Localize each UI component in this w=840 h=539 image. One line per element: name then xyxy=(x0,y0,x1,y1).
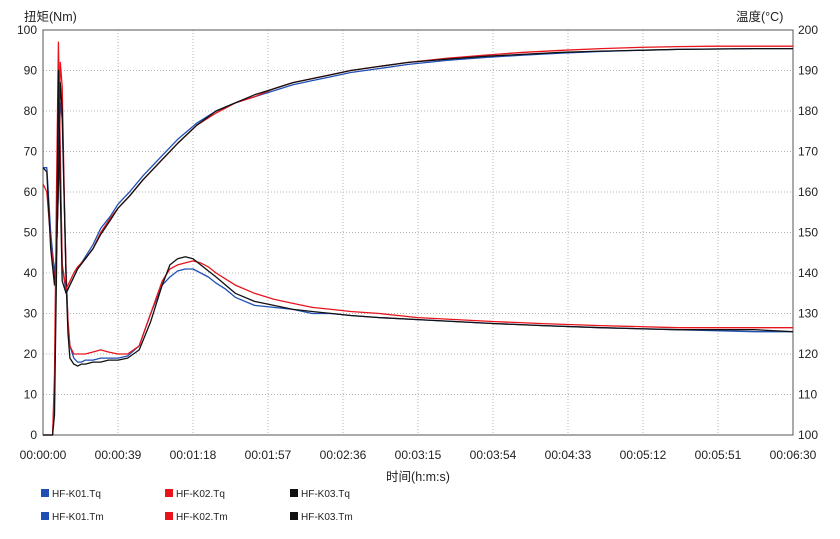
y-right-tick-label: 160 xyxy=(798,185,818,199)
x-tick-label: 00:05:12 xyxy=(620,448,667,462)
plot-area-frame xyxy=(42,29,794,436)
x-tick-label: 00:02:36 xyxy=(320,448,367,462)
legend: HF-K01.Tq HF-K02.Tq HF-K03.Tq HF-K01.Tm HF-K… xyxy=(41,489,353,523)
x-tick-label: 00:01:57 xyxy=(245,448,292,462)
y-left-tick-label: 10 xyxy=(24,388,38,402)
legend-swatch xyxy=(165,489,173,497)
x-tick-label: 00:00:00 xyxy=(20,448,67,462)
y-left-tick-label: 0 xyxy=(30,428,37,442)
y-right-tick-label: 170 xyxy=(798,145,818,159)
y-right-tick-label: 120 xyxy=(798,347,818,361)
x-tick-label: 00:04:33 xyxy=(545,448,592,462)
y-right-tick-label: 130 xyxy=(798,307,818,321)
x-tick-label: 00:03:54 xyxy=(470,448,517,462)
y-right-tick-label: 150 xyxy=(798,226,818,240)
series-line-hf-k03-tm xyxy=(43,47,793,436)
y-right-tick-label: 190 xyxy=(798,64,818,78)
legend-swatch xyxy=(290,489,298,497)
y-left-tick-label: 30 xyxy=(24,307,38,321)
grid-lines xyxy=(43,30,793,435)
legend-label: HF-K03.Tq xyxy=(301,489,350,500)
x-tick-label: 00:00:39 xyxy=(95,448,142,462)
legend-label: HF-K02.Tq xyxy=(176,489,225,500)
series-lines xyxy=(42,41,794,436)
x-tick-label: 00:03:15 xyxy=(395,448,442,462)
y-axis-right-title: 温度(°C) xyxy=(736,9,783,24)
y-left-tick-label: 20 xyxy=(24,347,38,361)
legend-swatch xyxy=(290,512,298,520)
legend-swatch xyxy=(41,489,49,497)
y-left-tick-label: 90 xyxy=(24,64,38,78)
legend-swatch xyxy=(165,512,173,520)
y-right-tick-label: 200 xyxy=(798,23,818,37)
legend-label: HF-K01.Tm xyxy=(52,512,104,523)
series-line-hf-k03-tq xyxy=(42,81,794,367)
x-tick-label: 00:06:30 xyxy=(770,448,817,462)
legend-label: HF-K01.Tq xyxy=(52,489,101,500)
y-right-tick-label: 110 xyxy=(798,388,817,402)
y-right-tick-label: 180 xyxy=(798,104,818,118)
legend-label: HF-K03.Tm xyxy=(301,512,353,523)
y-left-tick-label: 50 xyxy=(24,226,38,240)
y-right-tick-label: 140 xyxy=(798,266,818,280)
y-left-tick-label: 60 xyxy=(24,185,38,199)
y-left-tick-label: 80 xyxy=(24,104,38,118)
y-left-tick-label: 40 xyxy=(24,266,38,280)
y-left-tick-label: 100 xyxy=(17,23,37,37)
tick-labels: 00:00:00 00:00:39 00:01:18 00:01:57 00:02:36… xyxy=(17,23,818,462)
x-tick-label: 00:01:18 xyxy=(170,448,217,462)
y-axis-left-title: 扭矩(Nm) xyxy=(24,10,77,24)
legend-label: HF-K02.Tm xyxy=(176,512,228,523)
legend-swatch xyxy=(41,512,49,520)
x-axis-title: 时间(h:m:s) xyxy=(386,470,450,484)
y-right-tick-label: 100 xyxy=(798,428,818,442)
y-left-tick-label: 70 xyxy=(24,145,38,159)
x-tick-label: 00:05:51 xyxy=(695,448,742,462)
